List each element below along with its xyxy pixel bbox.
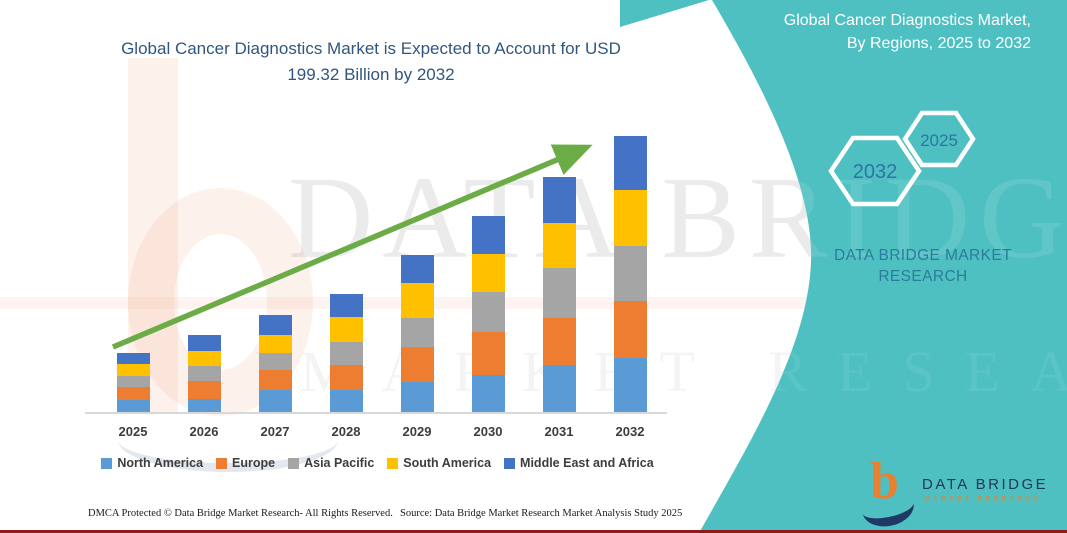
bar-segment-middle-east-and-africa-2031 — [542, 177, 576, 224]
bar-segment-asia-pacific-2030 — [471, 291, 505, 332]
bar-segment-south-america-2027 — [258, 335, 292, 353]
panel-title-line2: By Regions, 2025 to 2032 — [846, 35, 1031, 52]
chart-title-line2: 199.32 Billion by 2032 — [287, 65, 455, 84]
bar-segment-europe-2032 — [613, 300, 647, 358]
legend-swatch-icon — [387, 457, 399, 469]
legend-item-north-america: North America — [101, 456, 203, 470]
bar-segment-asia-pacific-2032 — [613, 245, 647, 301]
x-axis-label-2029: 2029 — [402, 424, 432, 439]
bar-segment-south-america-2028 — [329, 316, 363, 342]
panel-title: Global Cancer Diagnostics Market, By Reg… — [691, 9, 1031, 55]
x-axis-label-2028: 2028 — [331, 424, 361, 439]
chart-legend: North America Europe Asia Pacific South Ame… — [85, 456, 670, 470]
legend-item-asia-pacific: Asia Pacific — [288, 456, 374, 470]
x-axis-label-2025: 2025 — [118, 424, 148, 439]
bar-segment-middle-east-and-africa-2028 — [329, 293, 363, 317]
bar-segment-north-america-2029 — [400, 381, 434, 412]
panel-brand-line2: RESEARCH — [878, 268, 968, 285]
bar-segment-europe-2031 — [542, 318, 576, 366]
legend-label: North America — [117, 456, 204, 470]
bar-segment-asia-pacific-2027 — [258, 353, 292, 371]
hexagon-2025 — [902, 110, 976, 168]
legend-label: Europe — [232, 456, 276, 470]
hexagon-2025-label: 2025 — [920, 131, 958, 150]
bar-segment-asia-pacific-2025 — [116, 375, 150, 387]
legend-label: South America — [403, 456, 492, 470]
bar-segment-europe-2027 — [258, 370, 292, 390]
legend-item-south-america: South America — [387, 456, 491, 470]
bar-segment-middle-east-and-africa-2025 — [116, 353, 150, 364]
bar-segment-asia-pacific-2028 — [329, 341, 363, 365]
legend-label: Asia Pacific — [304, 456, 375, 470]
x-axis-label-2030: 2030 — [473, 424, 503, 439]
legend-swatch-icon — [288, 457, 300, 469]
bar-segment-south-america-2030 — [471, 254, 505, 292]
bar-segment-europe-2030 — [471, 331, 505, 376]
bar-segment-south-america-2029 — [400, 282, 434, 318]
bar-segment-middle-east-and-africa-2029 — [400, 254, 434, 283]
bar-segment-asia-pacific-2026 — [187, 366, 221, 381]
data-bridge-logo-icon: b — [870, 453, 899, 510]
bar-segment-south-america-2032 — [613, 190, 647, 246]
panel-brand-line1: DATA BRIDGE MARKET — [833, 247, 1012, 264]
bar-segment-north-america-2032 — [613, 357, 647, 412]
x-axis-label-2027: 2027 — [260, 424, 290, 439]
bottom-red-divider — [0, 530, 1067, 533]
panel-brand-text: DATA BRIDGE MARKET RESEARCH — [798, 245, 1048, 287]
logo-brand-subtitle: MARKET RESEARCH — [924, 496, 1042, 503]
bar-segment-north-america-2031 — [542, 365, 576, 412]
legend-swatch-icon — [504, 457, 516, 469]
legend-item-europe: Europe — [216, 456, 275, 470]
blue-swoosh-watermark — [118, 408, 338, 472]
chart-title: Global Cancer Diagnostics Market is Expe… — [88, 36, 654, 88]
bar-segment-north-america-2027 — [258, 389, 292, 412]
legend-item-middle-east-and-africa: Middle East and Africa — [504, 456, 654, 470]
bar-segment-europe-2028 — [329, 364, 363, 390]
x-axis-line — [85, 412, 667, 414]
bar-segment-north-america-2028 — [329, 389, 363, 412]
bar-segment-middle-east-and-africa-2030 — [471, 216, 505, 254]
bar-segment-asia-pacific-2029 — [400, 317, 434, 347]
bar-segment-asia-pacific-2031 — [542, 268, 576, 319]
panel-title-line1: Global Cancer Diagnostics Market, — [783, 12, 1031, 29]
legend-swatch-icon — [101, 457, 113, 469]
bar-segment-europe-2026 — [187, 380, 221, 399]
logo-brand-name: DATA BRIDGE — [922, 476, 1049, 493]
data-bridge-logo: b DATA BRIDGE MARKET RESEARCH — [858, 453, 1062, 532]
footer-source-text: Source: Data Bridge Market Research Mark… — [400, 508, 683, 519]
bar-segment-south-america-2025 — [116, 363, 150, 376]
bar-segment-europe-2029 — [400, 346, 434, 382]
hexagon-2032 — [828, 135, 922, 207]
hexagon-2032-label: 2032 — [853, 161, 898, 183]
x-axis-label-2032: 2032 — [615, 424, 645, 439]
bar-segment-north-america-2026 — [187, 398, 221, 412]
legend-swatch-icon — [216, 457, 228, 469]
bar-segment-south-america-2026 — [187, 351, 221, 367]
footer-dmca-text: DMCA Protected © Data Bridge Market Rese… — [88, 508, 393, 519]
bar-segment-north-america-2025 — [116, 399, 150, 412]
bar-segment-middle-east-and-africa-2032 — [613, 136, 647, 191]
bar-segment-middle-east-and-africa-2026 — [187, 335, 221, 352]
x-axis-label-2026: 2026 — [189, 424, 219, 439]
legend-label: Middle East and Africa — [520, 456, 654, 470]
bar-segment-europe-2025 — [116, 386, 150, 400]
bar-segment-south-america-2031 — [542, 223, 576, 269]
bar-segment-middle-east-and-africa-2027 — [258, 315, 292, 335]
chart-title-line1: Global Cancer Diagnostics Market is Expe… — [121, 39, 621, 58]
x-axis-label-2031: 2031 — [544, 424, 574, 439]
bar-segment-north-america-2030 — [471, 375, 505, 412]
